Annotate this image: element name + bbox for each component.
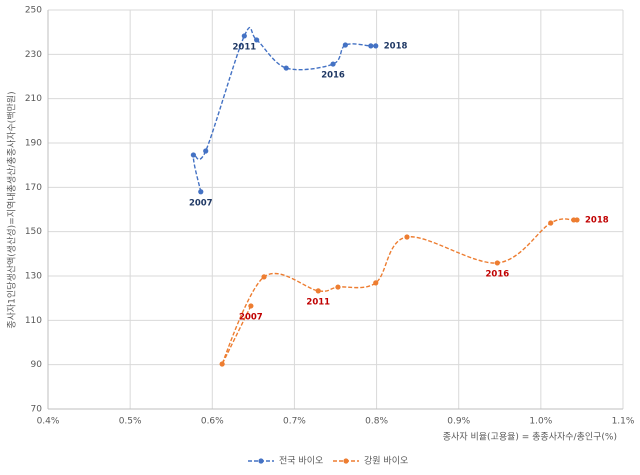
data-point [330, 61, 336, 67]
point-label: 2018 [585, 215, 609, 225]
data-point [373, 43, 379, 49]
data-point [254, 37, 260, 43]
point-label: 2011 [306, 297, 330, 307]
series-line [221, 218, 578, 365]
data-point [248, 303, 254, 309]
data-point [548, 220, 554, 226]
x-axis-title: 종사자 비율(고용율) = 총종사자수/총인구(%) [443, 432, 617, 443]
series-line [192, 26, 376, 192]
x-tick-label: 0.7% [283, 417, 306, 427]
data-point [261, 274, 267, 280]
x-tick-label: 0.6% [201, 417, 224, 427]
legend-label: 강원 바이오 [364, 456, 408, 467]
y-tick-label: 110 [25, 316, 42, 326]
x-tick-label: 1.0% [529, 417, 552, 427]
x-tick-label: 1.1% [612, 417, 635, 427]
y-tick-label: 170 [25, 183, 42, 193]
y-tick-label: 250 [25, 6, 42, 16]
point-label: 2011 [232, 42, 256, 52]
y-tick-label: 70 [31, 405, 43, 415]
x-tick-label: 0.9% [447, 417, 470, 427]
point-label: 2016 [321, 71, 345, 81]
y-tick-label: 210 [25, 94, 42, 104]
data-point [198, 189, 204, 195]
y-axis-title: 종사자1인당생산액(생산성)=지역내총생산/총종사자수(백만원) [6, 91, 18, 328]
data-point [241, 33, 247, 39]
data-point [203, 148, 209, 154]
y-tick-label: 150 [25, 227, 42, 237]
y-tick-label: 190 [25, 139, 42, 149]
y-tick-label: 90 [31, 360, 43, 370]
legend-marker [343, 458, 349, 464]
data-point [190, 152, 196, 158]
data-point [404, 234, 410, 240]
data-point [373, 280, 379, 286]
y-tick-label: 130 [25, 272, 42, 282]
legend-label: 전국 바이오 [279, 456, 323, 467]
x-tick-label: 0.5% [119, 417, 142, 427]
data-point [342, 42, 348, 48]
x-tick-label: 0.4% [37, 417, 60, 427]
data-point [219, 361, 225, 367]
point-label: 2007 [189, 198, 213, 208]
data-point [335, 284, 341, 290]
point-label: 2018 [384, 41, 408, 51]
point-label: 2007 [239, 312, 263, 322]
x-tick-label: 0.8% [365, 417, 388, 427]
point-label: 2016 [485, 269, 509, 279]
data-point [315, 288, 321, 294]
y-tick-label: 230 [25, 50, 42, 60]
data-point [368, 43, 374, 49]
data-point [283, 65, 289, 71]
legend-marker [258, 458, 264, 464]
data-point [574, 217, 580, 223]
data-point [494, 260, 500, 266]
